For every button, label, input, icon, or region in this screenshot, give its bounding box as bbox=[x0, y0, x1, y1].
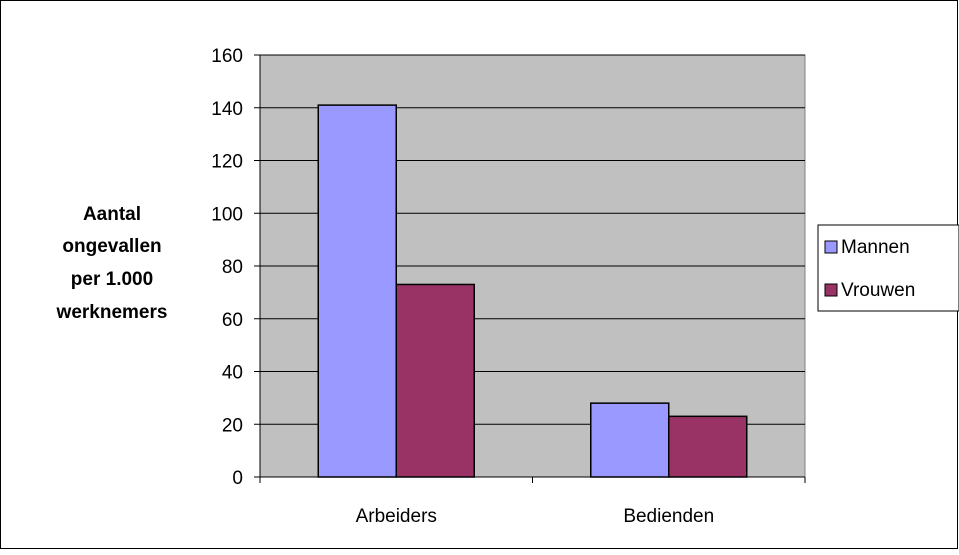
y-tick-label: 160 bbox=[211, 46, 243, 67]
legend-swatch-mannen bbox=[824, 240, 838, 254]
y-tick-label: 40 bbox=[222, 363, 243, 384]
y-axis-title-line-1: Aantal bbox=[83, 204, 141, 225]
bars bbox=[317, 104, 748, 478]
legend-swatch-vrouwen bbox=[824, 283, 838, 297]
y-tick-label: 60 bbox=[222, 310, 243, 331]
y-tick-label: 140 bbox=[211, 99, 243, 120]
y-tick-label: 0 bbox=[232, 468, 243, 489]
bar-vrouwen-arbeiders bbox=[395, 283, 475, 478]
y-tick-label: 100 bbox=[211, 204, 243, 225]
y-axis-title-line-3: per 1.000 bbox=[71, 269, 153, 290]
legend: Mannen Vrouwen bbox=[817, 224, 959, 312]
x-tick-label: Arbeiders bbox=[356, 506, 437, 527]
y-axis-ticks: 0 20 40 60 80 100 120 140 160 bbox=[211, 46, 260, 489]
bar-mannen-arbeiders bbox=[317, 104, 397, 478]
x-tick-label: Bedienden bbox=[623, 506, 714, 527]
bar-mannen-bedienden bbox=[590, 402, 670, 478]
legend-label-mannen: Mannen bbox=[841, 237, 910, 258]
x-axis-labels: Arbeiders Bedienden bbox=[356, 506, 715, 527]
y-axis-title-line-4: werknemers bbox=[56, 302, 168, 323]
y-tick-label: 120 bbox=[211, 152, 243, 173]
bar-vrouwen-bedienden bbox=[668, 415, 748, 478]
y-tick-label: 80 bbox=[222, 257, 243, 278]
legend-box bbox=[817, 224, 959, 312]
y-tick-label: 20 bbox=[222, 415, 243, 436]
y-axis-title-line-2: ongevallen bbox=[62, 236, 161, 257]
legend-label-vrouwen: Vrouwen bbox=[841, 280, 915, 301]
